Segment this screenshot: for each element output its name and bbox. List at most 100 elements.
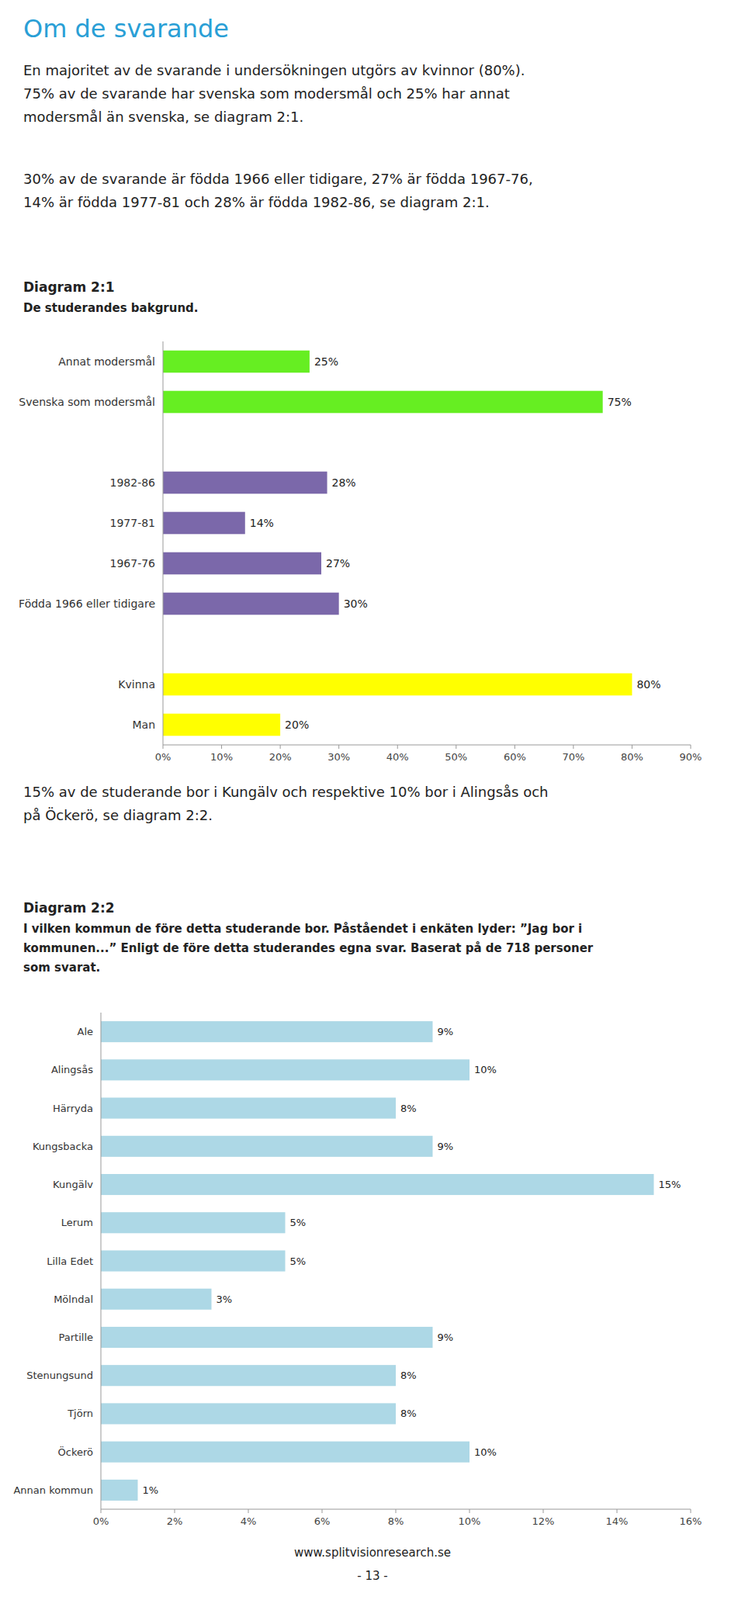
paragraph-line: modersmål än svenska, se diagram 2:1. (23, 108, 304, 125)
category-label: Öckerö (58, 1445, 94, 1459)
data-label: 8% (400, 1407, 417, 1420)
x-tick-label: 0% (155, 751, 172, 763)
data-label: 9% (437, 1331, 454, 1344)
category-label: Lilla Edet (46, 1255, 94, 1268)
x-tick-label: 16% (679, 1515, 703, 1528)
data-label: 25% (314, 355, 339, 368)
chart-title: Diagram 2:2 (23, 900, 115, 916)
category-label: Härryda (52, 1102, 94, 1115)
x-tick (455, 745, 457, 749)
data-label: 8% (400, 1102, 417, 1115)
data-label: 75% (607, 395, 632, 409)
category-label: Ale (76, 1025, 94, 1038)
x-tick-label: 60% (503, 751, 527, 763)
data-label: 10% (474, 1063, 497, 1076)
y-axis-line (162, 341, 164, 745)
x-tick-label: 14% (606, 1515, 629, 1528)
data-label: 10% (474, 1446, 497, 1459)
bar (162, 391, 603, 414)
category-label: Lerum (61, 1216, 94, 1229)
chart-subtitle: De studerandes bakgrund. (23, 301, 199, 316)
bar (162, 592, 340, 616)
bar (100, 1212, 286, 1234)
data-label: 28% (332, 476, 357, 489)
data-label: 9% (437, 1025, 454, 1038)
category-label: Svenska som modersmål (18, 395, 156, 409)
x-tick (469, 1509, 471, 1514)
x-tick-label: 70% (561, 751, 585, 763)
bars (162, 350, 632, 737)
bar (100, 1059, 470, 1081)
paragraph-line: 75% av de svarande har svenska som moder… (23, 85, 510, 102)
bar (100, 1021, 434, 1043)
category-label: 1977-81 (110, 516, 156, 530)
y-axis-line (100, 1012, 102, 1510)
x-tick (631, 745, 633, 749)
x-tick (690, 1509, 692, 1514)
category-label: Tjörn (66, 1407, 94, 1420)
x-tick (322, 1509, 323, 1514)
footer-line: www.splitvisionresearch.se (0, 1545, 745, 1560)
paragraph-line: 14% är födda 1977-81 och 28% är födda 19… (23, 194, 490, 211)
chart-subtitle: kommunen...” Enligt de före detta studer… (23, 941, 593, 956)
data-label: 80% (636, 678, 661, 691)
x-tick (397, 745, 399, 749)
paragraph-line: En majoritet av de svarande i undersökni… (23, 62, 525, 79)
bar (162, 713, 281, 737)
data-label: 5% (290, 1216, 307, 1229)
data-label: 14% (249, 516, 274, 530)
bar (162, 673, 632, 697)
bar (100, 1365, 396, 1387)
footer-line: - 13 - (0, 1569, 745, 1584)
bar (162, 552, 322, 576)
x-tick (338, 745, 340, 749)
x-tick-label: 20% (269, 751, 292, 763)
data-label: 1% (142, 1484, 160, 1497)
x-tick-label: 2% (166, 1515, 184, 1528)
category-label: Man (131, 718, 156, 732)
category-label: Annan kommun (13, 1484, 94, 1497)
paragraph-line: 15% av de studerande bor i Kungälv och r… (23, 783, 549, 801)
x-tick-label: 12% (532, 1515, 555, 1528)
x-tick (162, 745, 164, 749)
x-tick-label: 10% (458, 1515, 482, 1528)
x-tick-label: 0% (93, 1515, 110, 1528)
category-label: 1982-86 (110, 476, 156, 489)
bar (100, 1479, 139, 1501)
bar (100, 1441, 470, 1463)
data-label: 20% (284, 718, 309, 732)
bars (100, 1021, 655, 1501)
x-tick-label: 8% (388, 1515, 405, 1528)
category-label: Kungsbacka (32, 1140, 94, 1153)
x-tick-label: 40% (386, 751, 409, 763)
x-tick (248, 1509, 250, 1514)
bar (100, 1098, 396, 1120)
category-label: Mölndal (53, 1293, 94, 1306)
page-title: Om de svarande (23, 13, 229, 44)
x-tick (690, 745, 692, 749)
bar (162, 512, 246, 535)
x-tick (280, 745, 281, 749)
x-tick (221, 745, 222, 749)
category-label: Alingsås (51, 1063, 94, 1076)
paragraph-line: på Öckerö, se diagram 2:2. (23, 807, 213, 824)
bar (100, 1403, 396, 1425)
category-label: Födda 1966 eller tidigare (18, 597, 156, 610)
x-tick (174, 1509, 176, 1514)
x-tick (514, 745, 516, 749)
x-tick-label: 50% (444, 751, 468, 763)
bar (100, 1289, 212, 1310)
chart-subtitle: som svarat. (23, 960, 101, 975)
paragraph-line: 30% av de svarande är födda 1966 eller t… (23, 170, 534, 188)
chart-title: Diagram 2:1 (23, 279, 115, 295)
x-tick-label: 30% (327, 751, 350, 763)
bar (162, 471, 328, 495)
data-label: 30% (343, 597, 368, 610)
category-label: Annat modersmål (58, 355, 156, 368)
category-label: 1967-76 (110, 557, 156, 570)
data-label: 27% (325, 557, 350, 570)
data-label: 15% (658, 1178, 682, 1191)
category-label: Kvinna (117, 678, 156, 691)
x-tick-label: 10% (210, 751, 233, 763)
data-label: 9% (437, 1140, 454, 1153)
